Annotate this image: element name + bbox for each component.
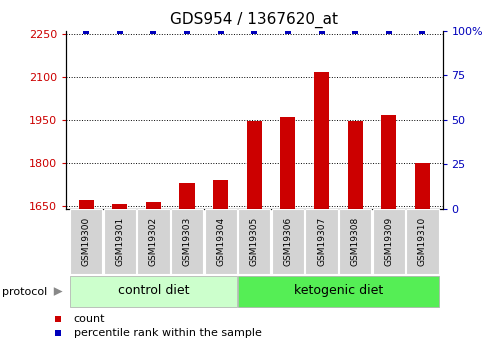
Text: GSM19303: GSM19303 [182,217,191,266]
Text: count: count [74,314,105,324]
Point [418,28,426,34]
Point [82,28,90,34]
Text: GSM19308: GSM19308 [350,217,359,266]
Point [250,28,258,34]
Bar [79,199,94,209]
Point [183,28,190,34]
Bar [137,209,169,274]
Point [317,28,325,34]
Bar [238,209,270,274]
Text: ketogenic diet: ketogenic diet [293,284,382,297]
Point [216,28,224,34]
Text: GSM19306: GSM19306 [283,217,292,266]
Bar [145,201,161,209]
Text: GSM19309: GSM19309 [384,217,392,266]
Bar [347,121,362,209]
Text: control diet: control diet [118,284,189,297]
Bar [406,209,438,274]
Bar [338,209,370,274]
Text: GSM19301: GSM19301 [115,217,124,266]
Bar [246,121,261,209]
Bar [238,276,438,307]
Bar [280,117,295,209]
Text: GSM19305: GSM19305 [249,217,258,266]
Bar [414,163,429,209]
Bar [171,209,203,274]
Text: GSM19300: GSM19300 [81,217,90,266]
Bar [305,209,337,274]
Bar [381,115,395,209]
Point [284,28,291,34]
Bar [204,209,236,274]
Point [149,28,157,34]
Bar [372,209,404,274]
Bar [112,205,127,209]
Text: GSM19307: GSM19307 [316,217,325,266]
Text: GSM19304: GSM19304 [216,217,224,266]
Bar [70,276,236,307]
Title: GDS954 / 1367620_at: GDS954 / 1367620_at [170,12,338,28]
Bar [213,180,228,209]
Bar [103,209,136,274]
Text: percentile rank within the sample: percentile rank within the sample [74,328,261,338]
Point [54,316,61,322]
Point [116,28,123,34]
Text: GSM19310: GSM19310 [417,217,426,266]
Point [384,28,392,34]
Bar [313,72,328,209]
Bar [179,183,194,209]
Bar [271,209,304,274]
Point [54,330,61,336]
Bar [70,209,102,274]
Text: protocol: protocol [2,287,48,296]
Text: GSM19302: GSM19302 [149,217,158,266]
Point [350,28,358,34]
